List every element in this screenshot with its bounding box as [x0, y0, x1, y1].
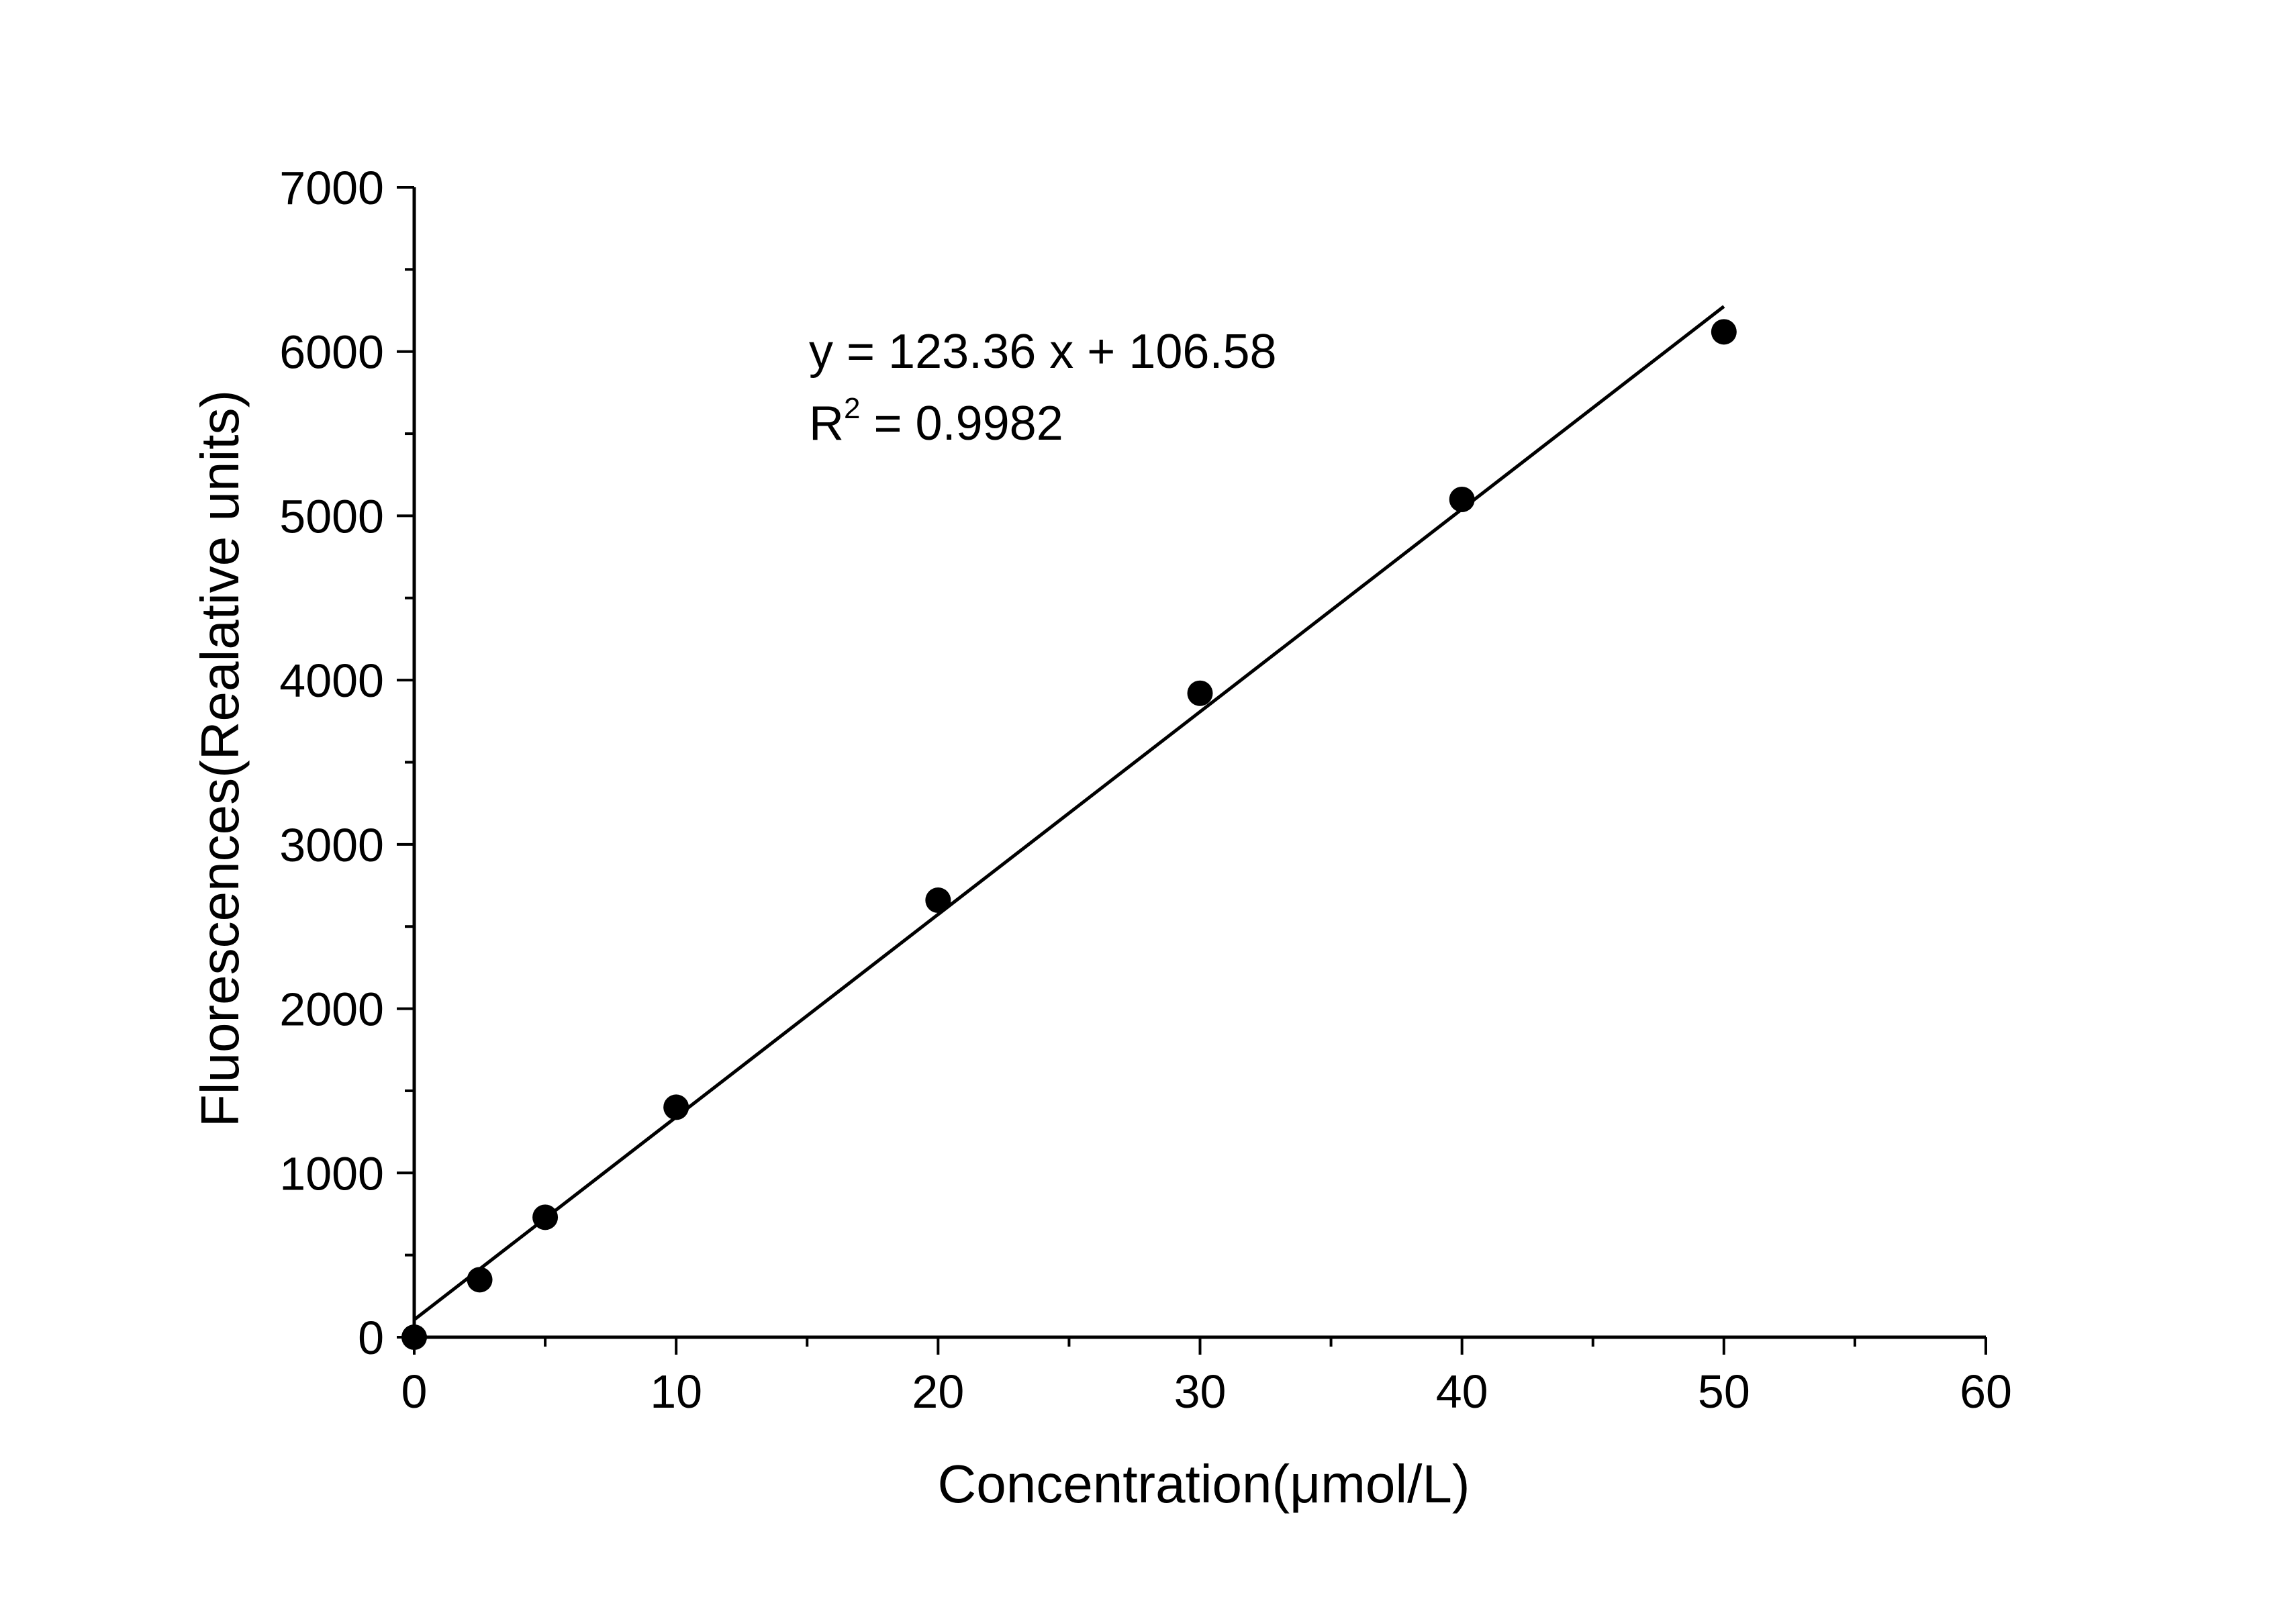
y-tick-label: 5000: [279, 490, 384, 542]
x-tick-label: 10: [650, 1365, 702, 1418]
y-tick-label: 4000: [279, 655, 384, 707]
y-tick-label: 3000: [279, 819, 384, 871]
r-squared-symbol: R: [809, 397, 844, 450]
x-tick-label: 40: [1436, 1365, 1488, 1418]
data-point: [532, 1204, 559, 1230]
r-squared-label: R2 = 0.9982: [809, 392, 1063, 450]
data-point: [467, 1267, 493, 1293]
y-tick-label: 2000: [279, 983, 384, 1036]
x-tick-label: 50: [1698, 1365, 1750, 1418]
data-point: [663, 1094, 689, 1120]
fit-line: [413, 305, 1725, 1321]
x-axis-title: Concentration(μmol/L): [937, 1454, 1470, 1514]
r-squared-superscript: 2: [844, 392, 860, 425]
data-point: [1711, 319, 1737, 345]
fit-equation-label: y = 123.36 x + 106.58: [809, 325, 1277, 379]
y-tick-label: 7000: [279, 162, 384, 214]
data-point: [401, 1324, 427, 1350]
data-points: [401, 319, 1737, 1350]
x-tick-label: 0: [401, 1365, 428, 1418]
ticks: 0 10 20 30 40 50 60 0 1000 2000 3000 4000 5000 6000 70…: [279, 162, 2012, 1418]
y-tick-label: 6000: [279, 326, 384, 379]
data-point: [1449, 486, 1475, 512]
fit-line-group: [413, 305, 1725, 1321]
data-point: [1187, 680, 1213, 706]
y-tick-label: 1000: [279, 1147, 384, 1200]
data-point: [925, 887, 951, 914]
y-tick-label: 0: [358, 1312, 384, 1364]
x-tick-label: 20: [912, 1365, 964, 1418]
x-tick-label: 60: [1960, 1365, 2012, 1418]
r-squared-value: = 0.9982: [860, 397, 1063, 450]
y-axis-title: Fluorescences(Realative units): [190, 390, 250, 1127]
x-tick-label: 30: [1174, 1365, 1227, 1418]
